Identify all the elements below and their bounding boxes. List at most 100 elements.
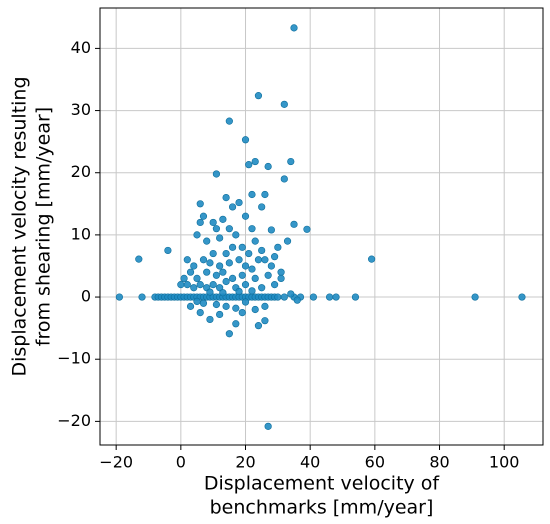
point	[196, 200, 204, 208]
point	[193, 297, 201, 306]
y-axis-label: from shearing [mm/year]	[33, 107, 55, 346]
point	[238, 308, 246, 317]
point	[225, 117, 233, 125]
x-axis-label: Displacement velocity of	[204, 473, 441, 495]
point	[209, 281, 217, 289]
point	[251, 274, 259, 283]
point	[261, 256, 269, 264]
point	[254, 92, 263, 100]
point	[235, 287, 243, 296]
x-tick-label: 80	[429, 453, 449, 472]
x-tick-label: 100	[489, 453, 520, 472]
plot-frame	[99, 7, 544, 446]
point	[518, 293, 526, 301]
point	[199, 299, 208, 307]
point	[251, 305, 259, 314]
point	[290, 220, 298, 228]
y-tick-label: 40	[71, 38, 91, 57]
point	[232, 231, 240, 239]
point	[274, 243, 282, 251]
point	[264, 422, 272, 430]
point	[283, 237, 292, 245]
point	[190, 284, 198, 292]
point	[225, 330, 233, 338]
point	[216, 234, 224, 242]
point	[241, 212, 250, 220]
x-tick-label: 60	[365, 453, 385, 472]
point	[209, 249, 217, 258]
y-tick-label: 0	[81, 287, 91, 306]
point	[183, 281, 191, 289]
point	[216, 262, 224, 270]
point	[219, 289, 227, 297]
point	[277, 268, 285, 276]
point	[241, 262, 250, 270]
point	[471, 293, 479, 301]
point	[235, 198, 243, 207]
point	[238, 243, 246, 251]
point	[115, 293, 124, 301]
point	[309, 293, 318, 301]
point	[287, 157, 295, 166]
point	[258, 246, 266, 255]
point	[248, 190, 256, 199]
y-tick-label: 10	[71, 224, 91, 243]
point	[254, 256, 263, 264]
point	[277, 274, 285, 283]
point	[216, 310, 224, 319]
point	[180, 274, 188, 283]
point	[225, 225, 233, 233]
point	[290, 24, 298, 32]
x-tick-label: 0	[176, 453, 186, 472]
y-axis-label: Displacement velocity resulting	[9, 76, 31, 376]
point	[228, 274, 237, 283]
point	[212, 170, 221, 178]
point	[248, 265, 256, 273]
point	[177, 281, 185, 289]
point	[212, 271, 221, 279]
point	[190, 262, 198, 270]
point	[264, 162, 272, 171]
point	[232, 320, 240, 328]
point	[241, 136, 250, 144]
x-tick-label: 40	[300, 453, 320, 472]
point	[196, 218, 204, 227]
y-tick-label: −10	[57, 349, 91, 368]
point	[280, 293, 288, 301]
point	[261, 317, 269, 325]
y-tick-label: −20	[57, 411, 91, 430]
point	[280, 175, 288, 183]
point	[238, 271, 246, 279]
point	[164, 246, 172, 255]
point	[293, 296, 301, 304]
point	[245, 249, 253, 258]
point	[264, 271, 272, 279]
point	[241, 281, 250, 289]
point	[186, 268, 195, 276]
point	[258, 284, 266, 292]
point	[203, 268, 211, 276]
point	[138, 293, 146, 301]
point	[193, 274, 201, 283]
point	[267, 262, 275, 270]
point	[241, 298, 250, 306]
point	[248, 225, 256, 233]
point	[222, 193, 230, 202]
point	[368, 255, 376, 263]
point	[261, 190, 269, 199]
point	[303, 225, 311, 233]
point	[274, 293, 282, 301]
point	[206, 288, 214, 296]
point	[222, 302, 230, 310]
point	[196, 308, 204, 317]
point	[325, 293, 334, 301]
point	[193, 231, 201, 239]
point	[225, 259, 233, 267]
point	[351, 293, 360, 301]
point	[287, 290, 295, 298]
x-tick-label: 20	[235, 453, 255, 472]
x-tick-label: −20	[99, 453, 133, 472]
point	[271, 281, 279, 289]
point	[254, 322, 263, 330]
